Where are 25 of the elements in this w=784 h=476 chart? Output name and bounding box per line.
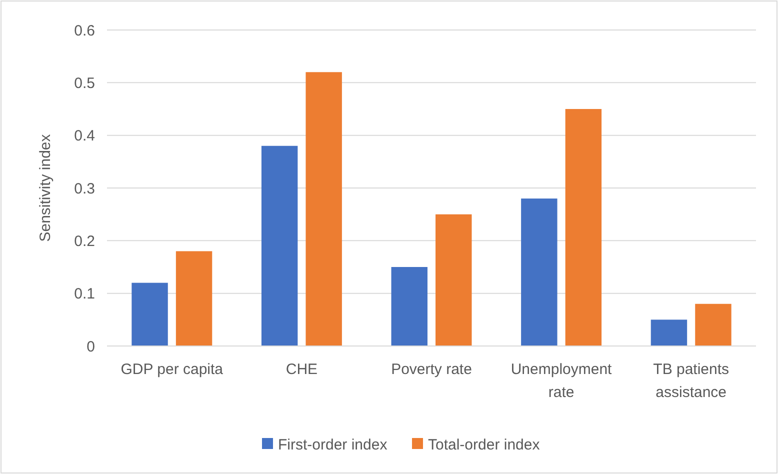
- y-tick-label: 0.6: [74, 22, 95, 40]
- bar: [261, 146, 298, 346]
- y-tick-label: 0.4: [74, 128, 95, 145]
- y-tick-label: 0.3: [74, 180, 95, 198]
- y-tick-label: 0.5: [74, 74, 95, 92]
- x-tick-label: Poverty rate: [391, 361, 472, 378]
- bar: [565, 109, 602, 346]
- bar: [132, 282, 168, 346]
- bar: [306, 72, 342, 346]
- bar: [391, 267, 428, 346]
- y-tick-label: 0.2: [74, 232, 95, 250]
- bar: [176, 251, 212, 346]
- bar: [695, 304, 732, 346]
- y-tick-label: 0: [86, 338, 95, 356]
- x-tick-label: GDP per capita: [120, 361, 224, 378]
- bar: [650, 320, 688, 346]
- y-tick-label: 0.1: [74, 286, 95, 303]
- bar: [436, 214, 472, 346]
- x-tick-label: Unemployment rate: [510, 361, 613, 401]
- legend-label: Total-order index: [428, 436, 540, 454]
- y-axis-title: Sensitivity index: [37, 134, 54, 242]
- bar: [521, 198, 558, 346]
- x-tick-label: CHE: [286, 361, 318, 378]
- legend-label: First-order index: [278, 436, 388, 454]
- x-tick-label: TB patients assistance: [653, 361, 730, 401]
